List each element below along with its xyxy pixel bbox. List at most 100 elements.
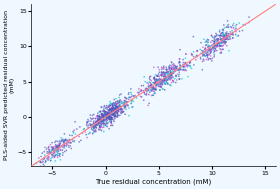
- Point: [34, 162, 39, 165]
- Point: [96, 118, 101, 121]
- Point: [50, 149, 54, 152]
- Point: [151, 87, 156, 90]
- Point: [103, 110, 108, 113]
- Point: [183, 57, 188, 60]
- Point: [165, 72, 170, 75]
- Point: [168, 78, 172, 81]
- Point: [55, 154, 60, 157]
- Point: [115, 105, 120, 108]
- Point: [107, 109, 111, 112]
- Point: [101, 120, 106, 123]
- Point: [97, 120, 102, 123]
- Point: [55, 145, 59, 148]
- Point: [159, 70, 164, 74]
- Point: [227, 32, 231, 35]
- Point: [48, 151, 53, 154]
- Point: [55, 156, 60, 159]
- Point: [129, 96, 133, 99]
- Point: [218, 29, 222, 32]
- Point: [105, 111, 110, 114]
- Point: [81, 128, 86, 131]
- Point: [60, 138, 65, 141]
- Point: [103, 112, 107, 115]
- Point: [82, 127, 87, 130]
- Point: [166, 82, 170, 85]
- Point: [158, 85, 162, 88]
- Point: [236, 34, 241, 37]
- Point: [220, 38, 224, 41]
- Point: [56, 147, 60, 150]
- Point: [114, 108, 118, 111]
- Point: [60, 149, 65, 152]
- Point: [105, 116, 109, 119]
- Point: [104, 112, 109, 115]
- Point: [211, 49, 215, 52]
- Point: [90, 132, 95, 135]
- Point: [205, 53, 210, 56]
- Point: [131, 105, 135, 108]
- Point: [59, 140, 63, 143]
- Point: [123, 104, 128, 107]
- Point: [203, 51, 207, 54]
- Point: [167, 66, 172, 69]
- Point: [112, 107, 116, 110]
- Point: [171, 76, 175, 79]
- Point: [108, 115, 112, 118]
- Point: [37, 156, 41, 159]
- Point: [234, 27, 238, 30]
- Point: [219, 51, 224, 54]
- Point: [155, 74, 159, 77]
- Point: [144, 89, 148, 92]
- Point: [129, 101, 134, 105]
- Point: [57, 143, 62, 146]
- Point: [167, 68, 172, 71]
- Point: [116, 108, 120, 112]
- Point: [160, 80, 165, 83]
- Point: [100, 117, 105, 120]
- Point: [181, 68, 185, 71]
- Point: [139, 89, 144, 92]
- Point: [165, 75, 169, 78]
- Point: [102, 122, 106, 125]
- Point: [211, 47, 216, 50]
- Point: [214, 33, 219, 36]
- Point: [219, 35, 223, 38]
- Point: [160, 81, 165, 84]
- Point: [113, 108, 118, 111]
- Point: [122, 103, 126, 106]
- Point: [107, 108, 112, 111]
- Point: [144, 87, 148, 90]
- Point: [205, 56, 210, 59]
- Point: [92, 121, 96, 124]
- Point: [110, 109, 115, 112]
- Point: [174, 67, 179, 70]
- Point: [164, 81, 169, 84]
- Point: [97, 120, 102, 123]
- Point: [223, 35, 227, 38]
- Point: [107, 112, 111, 115]
- Point: [183, 65, 187, 68]
- Point: [208, 54, 213, 57]
- Point: [110, 106, 115, 109]
- Point: [107, 112, 112, 115]
- Point: [215, 43, 220, 46]
- Point: [165, 68, 169, 71]
- Point: [108, 112, 113, 115]
- Point: [127, 96, 132, 99]
- Point: [108, 104, 113, 107]
- Point: [117, 104, 121, 107]
- Point: [164, 71, 168, 74]
- Point: [109, 112, 114, 115]
- Point: [103, 112, 108, 115]
- Point: [92, 130, 96, 133]
- Point: [100, 119, 104, 122]
- Point: [119, 112, 123, 115]
- Point: [202, 54, 206, 57]
- Point: [58, 143, 62, 146]
- Point: [57, 144, 61, 147]
- Point: [106, 117, 110, 120]
- Point: [181, 66, 185, 69]
- Point: [184, 52, 188, 55]
- Point: [169, 67, 174, 70]
- Point: [53, 154, 58, 157]
